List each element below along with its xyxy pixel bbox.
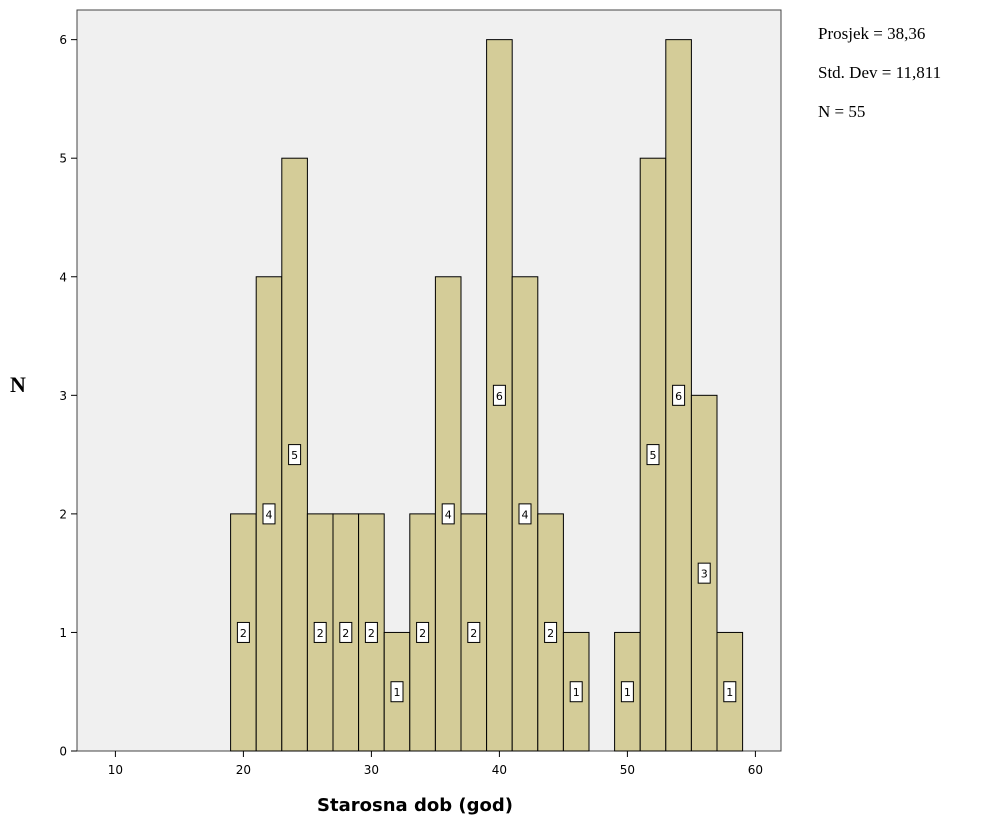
histogram-bar	[537, 513, 564, 752]
data-label-box	[339, 621, 353, 643]
y-tick-label: 1	[59, 626, 67, 640]
y-tick-label: 4	[59, 270, 67, 284]
data-label: 2	[368, 627, 375, 640]
data-label-box	[364, 621, 378, 643]
data-label: 1	[573, 686, 580, 699]
histogram-bar	[383, 631, 411, 752]
data-label: 2	[419, 627, 426, 640]
x-tick-label: 40	[492, 763, 507, 777]
y-tick-label: 5	[59, 152, 67, 166]
stat-n: N = 55	[818, 102, 866, 121]
data-label: 5	[650, 449, 657, 462]
data-label-box	[288, 444, 302, 466]
y-axis-label: N	[10, 372, 26, 397]
data-label: 1	[624, 686, 631, 699]
data-label: 3	[701, 568, 708, 581]
stat-mean: Prosjek = 38,36	[818, 24, 926, 43]
data-label-box	[467, 621, 481, 643]
data-label: 6	[496, 390, 503, 403]
x-tick-label: 30	[364, 763, 379, 777]
data-label: 2	[240, 627, 247, 640]
y-tick-label: 6	[59, 33, 67, 47]
data-label: 2	[547, 627, 554, 640]
x-tick-label: 10	[108, 763, 123, 777]
data-label: 2	[317, 627, 324, 640]
data-label: 2	[342, 627, 349, 640]
data-label-box	[492, 384, 506, 406]
data-label-box	[723, 681, 737, 703]
data-label: 1	[394, 686, 401, 699]
data-label-box	[236, 621, 250, 643]
data-label-box	[646, 444, 660, 466]
x-tick-label: 20	[236, 763, 251, 777]
data-label-box	[416, 621, 430, 643]
data-label-box	[544, 621, 558, 643]
data-label: 4	[266, 508, 273, 521]
data-labels-group: 2 4 5 2 2 2 1 2 4 2 6 4 2 1 1 5 6 3 1	[236, 384, 737, 703]
stat-std-dev: Std. Dev = 11,811	[818, 63, 942, 82]
x-tick-label: 50	[620, 763, 635, 777]
data-label: 4	[445, 508, 452, 521]
data-label: 1	[726, 686, 733, 699]
axes-group: 0 1 2 3 4 5 6 10 20 30 40 50 60	[59, 33, 763, 777]
x-axis-label: Starosna dob (god)	[317, 795, 513, 816]
data-label: 4	[522, 508, 529, 521]
data-label-box	[390, 681, 404, 703]
data-label: 6	[675, 390, 682, 403]
histogram-bar	[562, 631, 590, 752]
data-label-box	[620, 681, 634, 703]
data-label-box	[313, 621, 327, 643]
data-label-box	[697, 562, 711, 584]
data-label-box	[518, 503, 532, 525]
x-tick-label: 60	[748, 763, 763, 777]
y-tick-label: 0	[59, 745, 67, 759]
bars-group	[230, 39, 744, 752]
data-label-box	[262, 503, 276, 525]
data-label: 5	[291, 449, 298, 462]
data-label-box	[441, 503, 455, 525]
y-tick-label: 3	[59, 389, 67, 403]
data-label-box	[569, 681, 583, 703]
data-label: 2	[470, 627, 477, 640]
data-label-box	[672, 384, 686, 406]
y-tick-label: 2	[59, 507, 67, 521]
